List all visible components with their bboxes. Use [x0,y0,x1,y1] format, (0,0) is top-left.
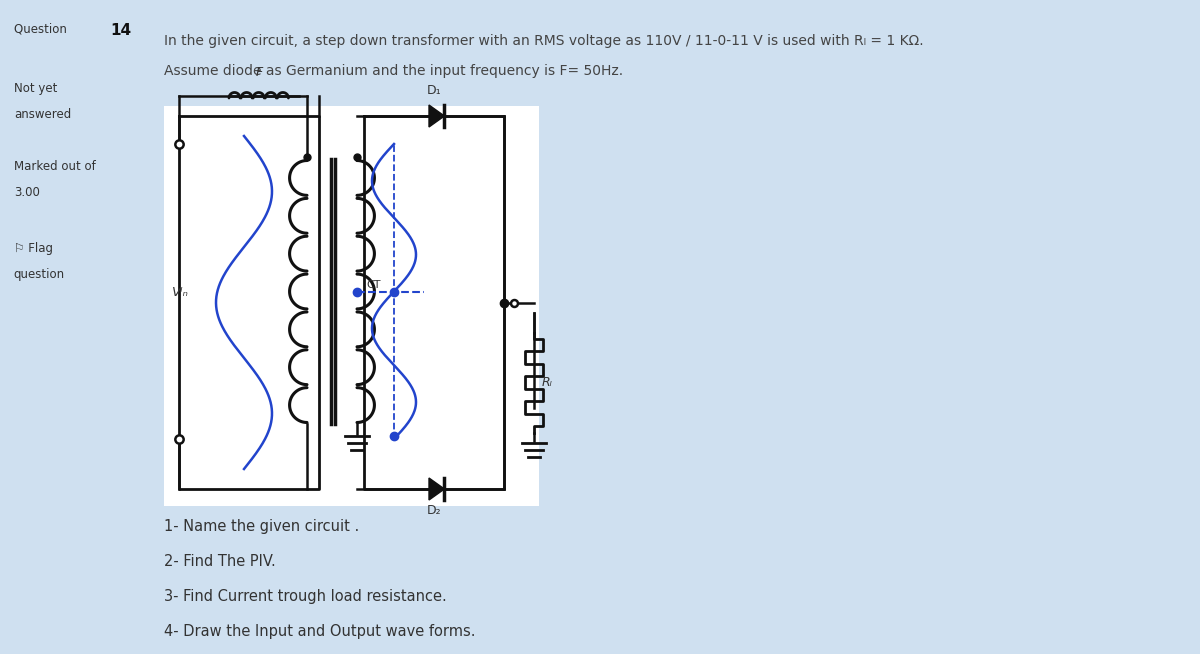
Text: 1- Name the given circuit .: 1- Name the given circuit . [164,519,359,534]
Polygon shape [430,105,444,127]
Text: D₂: D₂ [427,504,442,517]
Text: CT: CT [366,279,380,290]
Polygon shape [430,478,444,500]
Text: 3.00: 3.00 [14,186,40,199]
Text: question: question [14,268,65,281]
Text: Vᴵₙ: Vᴵₙ [172,286,188,299]
Text: 4- Draw the Input and Output wave forms.: 4- Draw the Input and Output wave forms. [164,624,475,639]
Text: In the given circuit, a step down transformer with an RMS voltage as 110V / 11-0: In the given circuit, a step down transf… [164,34,924,48]
Text: 14: 14 [110,23,132,38]
Text: ⚐ Flag: ⚐ Flag [14,242,53,255]
Text: Assume diode as Germanium and the input frequency is F= 50Hz.: Assume diode as Germanium and the input … [164,64,623,78]
Text: 2- Find The PIV.: 2- Find The PIV. [164,554,276,569]
Text: Question: Question [14,23,71,36]
Text: Marked out of: Marked out of [14,160,96,173]
Bar [164,106,539,506]
Text: answered: answered [14,108,71,121]
Text: F: F [256,66,263,79]
Text: Not yet: Not yet [14,82,58,95]
Text: D₁: D₁ [427,84,442,97]
Text: Rₗ: Rₗ [542,376,553,389]
Text: 3- Find Current trough load resistance.: 3- Find Current trough load resistance. [164,589,446,604]
